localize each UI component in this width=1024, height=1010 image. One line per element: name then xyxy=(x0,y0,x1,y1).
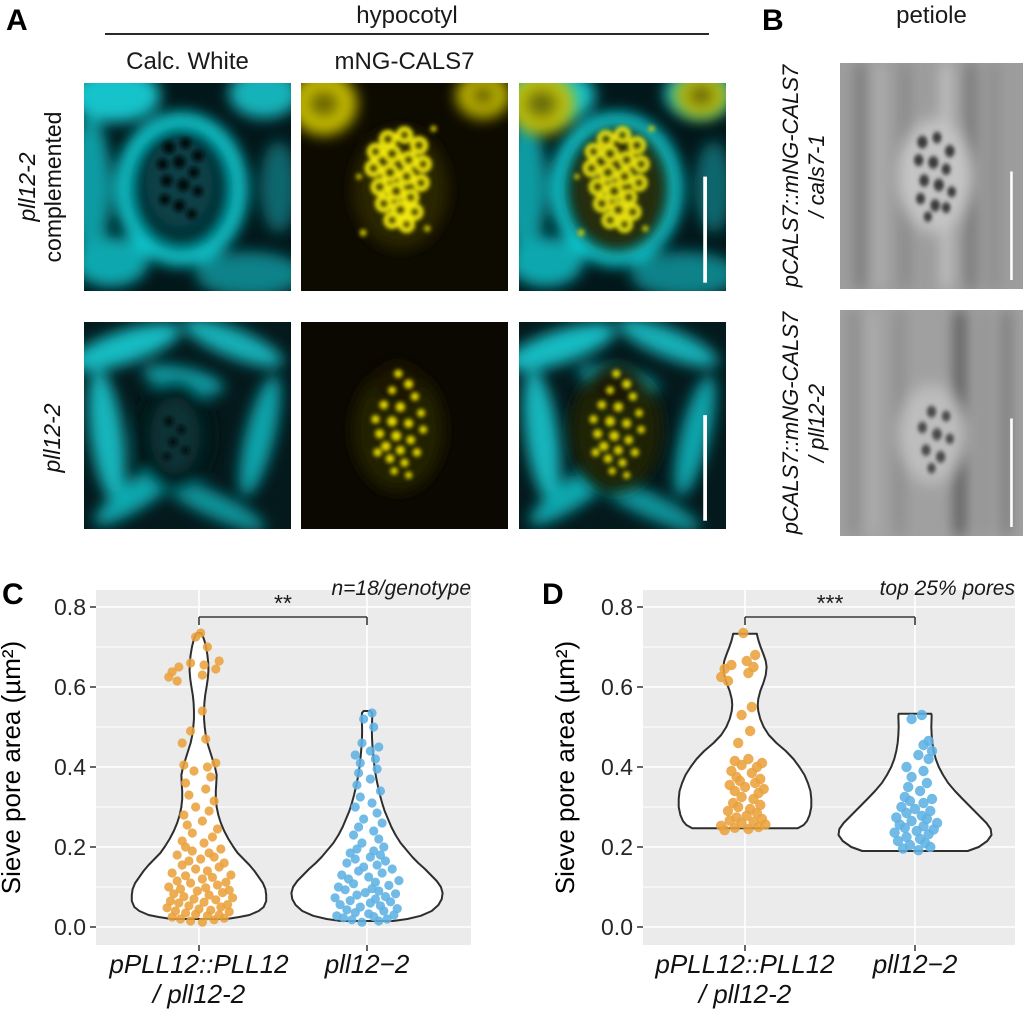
y-tick-label: 0.8 xyxy=(54,594,86,620)
jitter-points xyxy=(162,628,238,927)
row-label-pcals7-pll12-2: pCALS7::mNG-CALS7 / pll12-2 xyxy=(778,273,830,573)
x-category-label: pll12−2 xyxy=(872,949,958,979)
row-label-line1: pCALS7::mNG-CALS7 xyxy=(778,64,803,288)
x-category-label: / pll12-2 xyxy=(151,979,246,1009)
y-tick-label: 0.0 xyxy=(54,914,86,940)
y-tick-label: 0.2 xyxy=(601,834,633,860)
chart-annotation: top 25% pores xyxy=(880,577,1016,600)
micrograph-a-row1-calcwhite xyxy=(84,83,291,291)
y-tick-label: 0.6 xyxy=(601,674,633,700)
micrograph-a-row2-merge xyxy=(519,322,726,529)
hypocotyl-underline xyxy=(105,33,709,35)
row-label-line2: complemented xyxy=(40,111,66,263)
y-tick-label: 0.4 xyxy=(54,754,86,780)
micrograph-a-row1-mng-cals7 xyxy=(301,83,508,291)
panel-b-letter: B xyxy=(762,4,784,37)
panel-a-letter: A xyxy=(6,4,28,37)
scale-bar xyxy=(703,176,707,283)
x-category-label: pPLL12::PLL12 xyxy=(654,949,835,979)
micrograph-a-row2-mng-cals7 xyxy=(301,322,508,529)
row-label-line2: / cals7-1 xyxy=(804,134,829,218)
jitter-points xyxy=(330,708,404,927)
micrograph-a-row1-merge xyxy=(519,83,726,291)
scale-bar xyxy=(1010,418,1013,527)
row-label-line1: pCALS7::mNG-CALS7 xyxy=(778,311,803,535)
column-label-calc-white: Calc. White xyxy=(126,48,249,75)
jitter-points xyxy=(889,709,943,856)
violin-outline xyxy=(837,712,993,852)
micrograph-b-row2-petiole xyxy=(840,310,1023,536)
y-tick-label: 0.6 xyxy=(54,674,86,700)
significance-stars: *** xyxy=(817,590,844,616)
micrograph-a-row2-calcwhite xyxy=(84,322,291,529)
panel-a-header: hypocotyl xyxy=(356,2,458,29)
micrograph-b-row1-petiole xyxy=(840,63,1023,289)
column-label-mng-cals7: mNG-CALS7 xyxy=(334,48,475,75)
y-axis-label: Sieve pore area (µm²) xyxy=(550,641,580,894)
jitter-points xyxy=(716,627,771,836)
panel-d-letter: D xyxy=(542,578,564,611)
panel-c-letter: C xyxy=(2,578,24,611)
row-label-line2: / pll12-2 xyxy=(804,383,829,463)
row-label-line1: pll12-2 xyxy=(39,403,65,473)
row-label-line1: pll12-2 xyxy=(14,152,40,222)
y-tick-label: 0.0 xyxy=(601,914,633,940)
y-tick-label: 0.8 xyxy=(601,594,633,620)
scale-bar xyxy=(703,415,707,521)
scale-bar xyxy=(1010,171,1013,280)
y-axis-label: Sieve pore area (µm²) xyxy=(0,641,26,894)
y-tick-label: 0.2 xyxy=(54,834,86,860)
significance-stars: ** xyxy=(274,590,292,616)
x-category-label: pll12−2 xyxy=(324,949,410,979)
x-category-label: pPLL12::PLL12 xyxy=(108,949,289,979)
y-tick-label: 0.4 xyxy=(601,754,633,780)
x-category-label: / pll12-2 xyxy=(697,979,792,1009)
chart-annotation: n=18/genotype xyxy=(331,577,471,600)
row-label-pll12-2: pll12-2 xyxy=(26,288,78,588)
panel-b-header: petiole xyxy=(896,2,967,29)
